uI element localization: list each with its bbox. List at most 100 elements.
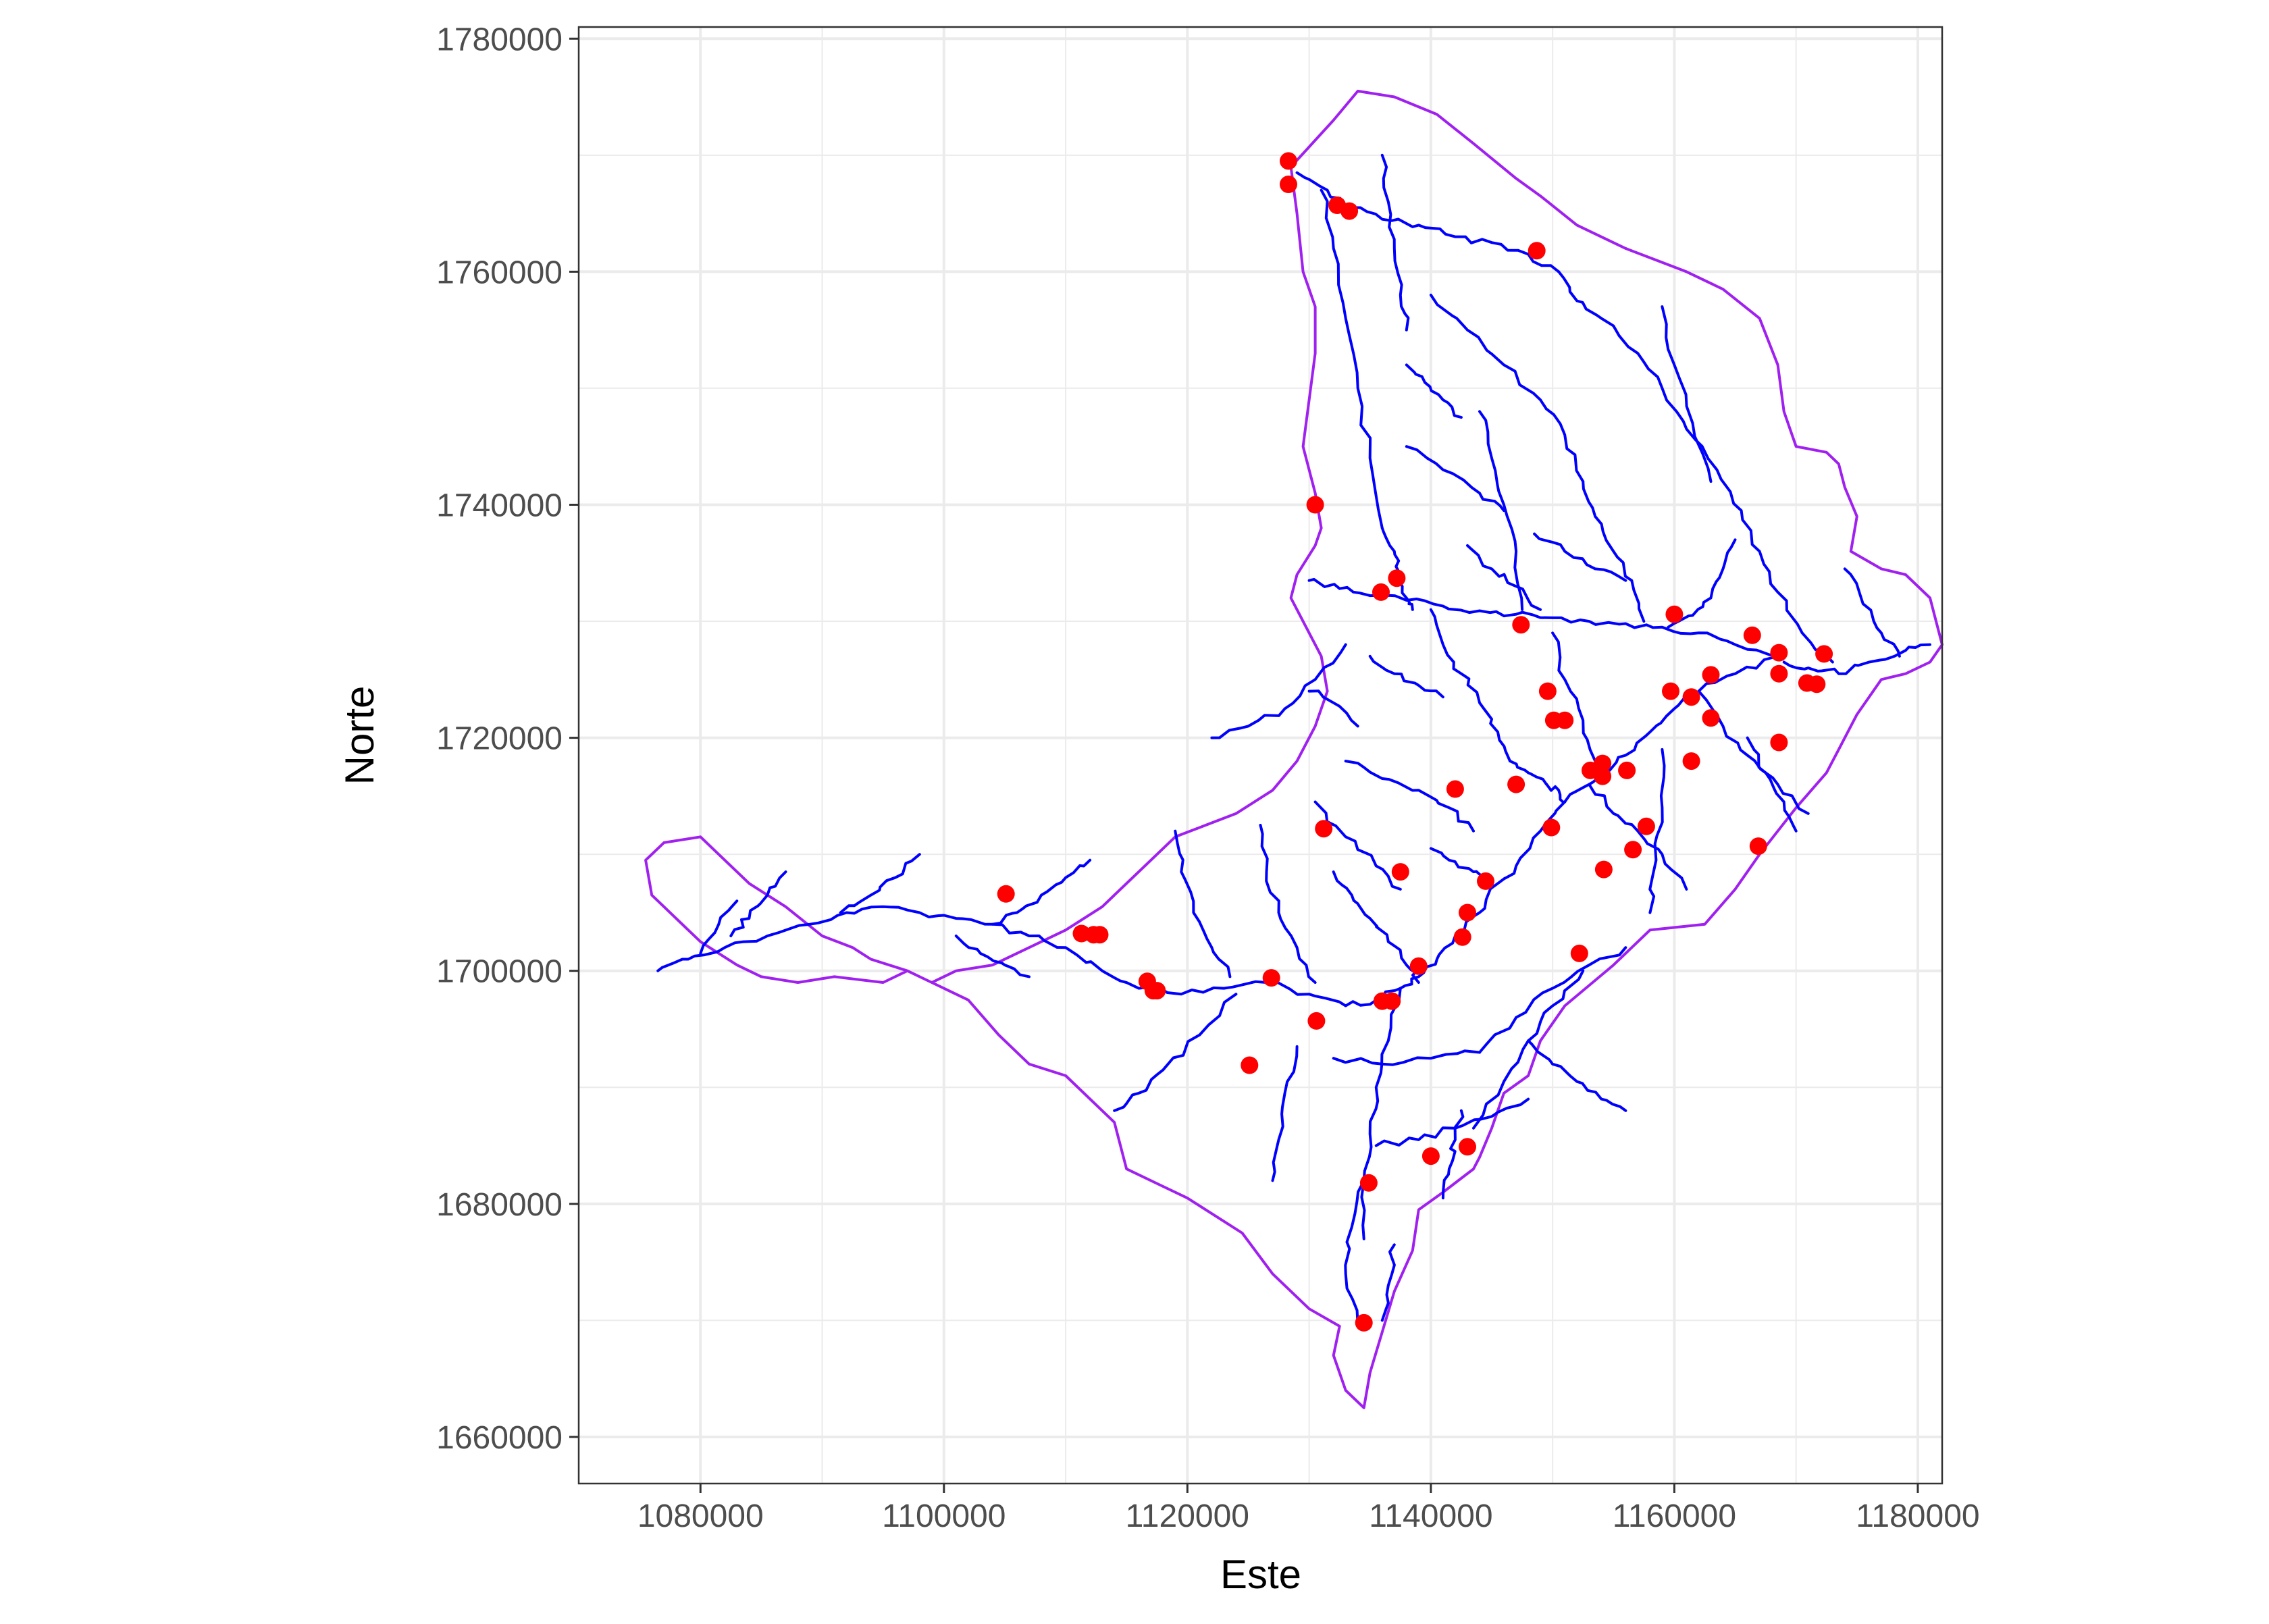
y-tick-label: 1660000: [436, 1420, 563, 1456]
river-line: [1527, 1039, 1627, 1112]
river-line: [1360, 987, 1402, 1240]
river-line: [1667, 538, 1737, 629]
station-point: [1307, 1012, 1326, 1030]
station-point: [1409, 957, 1428, 975]
station-point: [1477, 872, 1494, 890]
river-line: [1533, 532, 1627, 582]
river-line: [1478, 946, 1627, 1054]
station-point: [1702, 709, 1720, 727]
river-line: [1441, 1109, 1465, 1200]
river-line: [1320, 188, 1384, 529]
panel-border: [577, 26, 1944, 1485]
river-line: [729, 870, 787, 937]
river-line: [1746, 736, 1798, 833]
station-point: [1422, 1147, 1440, 1165]
station-point: [1770, 664, 1788, 683]
station-point: [1637, 817, 1655, 835]
y-tick-label: 1740000: [436, 488, 563, 523]
river-line: [1588, 783, 1688, 891]
station-point: [1743, 626, 1761, 644]
station-point: [1618, 761, 1636, 779]
station-point: [1512, 616, 1530, 634]
x-tick-label: 1100000: [882, 1498, 1006, 1534]
river-line: [656, 800, 1567, 1007]
station-point: [1682, 688, 1700, 706]
station-point: [1770, 733, 1788, 752]
station-point: [1315, 820, 1333, 838]
river-line: [1368, 654, 1444, 699]
station-point: [1538, 682, 1557, 700]
river-line: [699, 899, 739, 955]
river-line: [1563, 654, 1779, 804]
station-point: [1280, 152, 1297, 170]
river-line: [991, 858, 1092, 926]
station-point: [1355, 1313, 1373, 1332]
station-point: [1662, 682, 1679, 700]
watershed-boundary: [644, 89, 1944, 1409]
river-line: [1478, 410, 1524, 611]
x-tick-label: 1080000: [637, 1498, 764, 1534]
y-tick-label: 1680000: [436, 1187, 563, 1223]
y-tick-label: 1760000: [436, 255, 563, 290]
station-point: [1682, 752, 1700, 770]
river-line: [954, 935, 1031, 978]
station-point: [1528, 242, 1546, 260]
station-point: [1306, 496, 1324, 514]
river-line: [1344, 760, 1475, 833]
x-tick-label: 1180000: [1856, 1498, 1979, 1534]
river-line: [1332, 1049, 1481, 1066]
river-line: [1509, 760, 1567, 804]
station-point: [1091, 926, 1109, 944]
station-point: [1453, 928, 1471, 946]
y-tick-label: 1700000: [436, 954, 563, 990]
station-point: [1391, 863, 1409, 881]
river-line: [1405, 363, 1463, 419]
station-point: [1665, 605, 1684, 623]
station-point: [1594, 860, 1613, 879]
station-point: [1241, 1056, 1259, 1074]
station-point: [1372, 583, 1390, 601]
station-point: [1749, 837, 1767, 856]
station-point: [1594, 767, 1612, 785]
station-point: [1594, 754, 1612, 772]
watershed-boundary-layer: [644, 89, 1944, 1409]
y-tick-label: 1780000: [436, 22, 563, 57]
station-point: [997, 885, 1015, 903]
y-tick-label: 1720000: [436, 721, 563, 757]
station-point: [1702, 666, 1720, 684]
station-point: [1280, 176, 1297, 193]
x-axis-title: Este: [1220, 1552, 1301, 1597]
river-line: [1429, 608, 1511, 763]
river-line: [1380, 1243, 1396, 1322]
station-points-layer: [997, 152, 1833, 1332]
station-point: [1624, 841, 1642, 859]
river-line: [1782, 643, 1931, 675]
station-point: [1556, 711, 1574, 729]
y-axis-title: Norte: [337, 686, 382, 785]
station-point: [1459, 903, 1476, 922]
station-point: [1388, 569, 1406, 587]
station-point: [1148, 982, 1166, 1000]
river-line: [1843, 567, 1901, 658]
river-line: [1661, 305, 1713, 483]
river-line: [1429, 293, 1585, 483]
river-line: [1466, 544, 1542, 611]
river-line: [1582, 480, 1646, 623]
station-point: [1359, 1174, 1378, 1192]
river-network-layer: [656, 153, 1931, 1328]
station-point: [1383, 992, 1401, 1010]
river-line: [1557, 270, 1834, 664]
x-tick-label: 1140000: [1369, 1498, 1492, 1534]
river-line: [1380, 153, 1410, 332]
station-point: [1507, 775, 1525, 793]
x-tick-label: 1120000: [1126, 1498, 1249, 1534]
river-line: [1113, 993, 1238, 1112]
river-line: [1332, 870, 1420, 984]
station-point: [1340, 202, 1359, 220]
river-line: [1174, 829, 1232, 978]
station-point: [1262, 969, 1280, 987]
station-point: [1815, 645, 1833, 663]
